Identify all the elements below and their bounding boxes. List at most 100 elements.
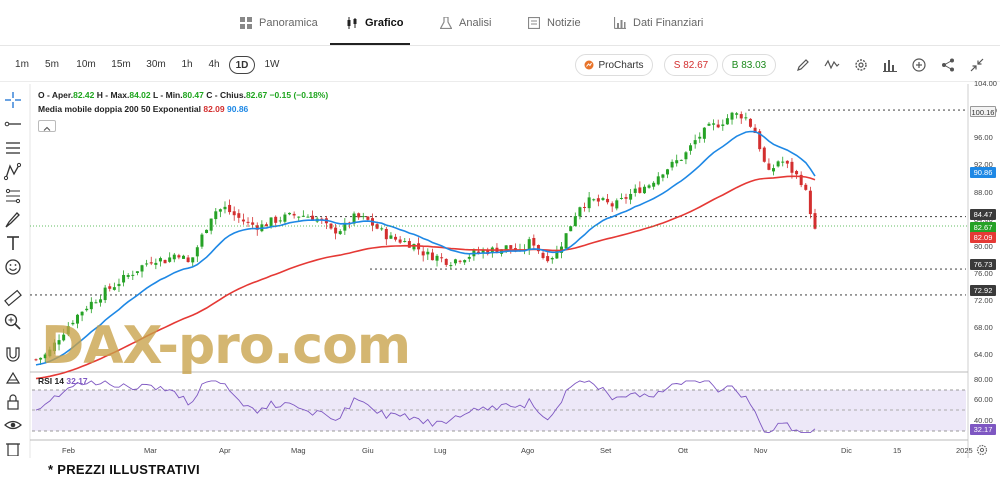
candle-body xyxy=(57,340,61,345)
horizontal-lines-icon[interactable] xyxy=(3,138,23,158)
candle-body xyxy=(527,239,531,251)
open-prefix: O - Aper. xyxy=(38,90,74,100)
timeframe-10m[interactable]: 10m xyxy=(76,59,96,70)
timeframe-4h[interactable]: 4h xyxy=(208,59,220,70)
candle-body xyxy=(536,245,540,252)
collapse-icon[interactable] xyxy=(969,57,985,73)
price-axis-label: 96.00 xyxy=(974,133,993,143)
candle-body xyxy=(168,257,172,262)
candle-body xyxy=(463,260,467,263)
time-axis-label: Dic xyxy=(841,446,852,455)
tab-grafico[interactable]: Grafico xyxy=(346,12,404,34)
rsi-axis-label: 40.00 xyxy=(974,416,993,425)
pencil-icon[interactable] xyxy=(795,57,811,73)
candle-body xyxy=(361,216,365,218)
candle-body xyxy=(550,257,554,260)
magnet-icon[interactable] xyxy=(3,344,23,364)
candle-body xyxy=(435,255,439,261)
candle-body xyxy=(661,174,665,178)
price-axis-label: 104.00 xyxy=(974,79,997,88)
candle-body xyxy=(43,354,47,359)
time-axis-label: Ott xyxy=(678,446,689,455)
candle-body xyxy=(583,206,587,208)
timeframe-1h[interactable]: 1h xyxy=(181,59,193,70)
candle-body xyxy=(145,263,149,265)
add-icon[interactable] xyxy=(911,57,927,73)
candle-body xyxy=(52,342,56,352)
time-axis-label: Apr xyxy=(219,446,231,455)
legend-collapse-button[interactable] xyxy=(38,120,56,132)
candle-body xyxy=(131,274,135,276)
active-tab-indicator xyxy=(330,43,410,45)
tab-label: Grafico xyxy=(365,17,404,29)
candle-body xyxy=(380,228,384,230)
candle-body xyxy=(721,124,725,126)
candle-body xyxy=(785,160,789,164)
candle-body xyxy=(205,229,209,234)
tab-analisi[interactable]: Analisi xyxy=(440,12,491,34)
candle-body xyxy=(209,218,213,231)
emoji-icon[interactable] xyxy=(3,257,23,277)
candle-body xyxy=(804,184,808,190)
candle-body xyxy=(232,211,236,216)
tab-notizie[interactable]: Notizie xyxy=(528,12,581,34)
timeframe-1w[interactable]: 1W xyxy=(264,59,280,70)
candle-body xyxy=(610,203,614,207)
sell-button[interactable]: S 82.67 xyxy=(664,54,718,76)
candle-body xyxy=(647,185,651,188)
candle-body xyxy=(394,236,398,240)
price-axis-label: 68.00 xyxy=(974,323,993,333)
indicators-icon[interactable] xyxy=(824,57,840,73)
ruler-icon[interactable] xyxy=(3,288,23,308)
candle-body xyxy=(375,224,379,229)
eye-icon[interactable] xyxy=(3,415,23,435)
candle-body xyxy=(619,197,623,199)
brush-icon[interactable] xyxy=(3,210,23,230)
candle-body xyxy=(652,182,656,187)
lock-drawing-icon[interactable] xyxy=(3,368,23,388)
trend-line-icon[interactable] xyxy=(3,114,23,134)
share-icon[interactable] xyxy=(940,57,956,73)
ma50-line xyxy=(35,130,816,366)
pattern-icon[interactable] xyxy=(3,162,23,182)
fibonacci-icon[interactable] xyxy=(3,186,23,206)
text-tool-icon[interactable] xyxy=(3,233,23,253)
zoom-icon[interactable] xyxy=(3,312,23,332)
timeframe-30m[interactable]: 30m xyxy=(146,59,166,70)
settings-icon[interactable] xyxy=(976,444,988,456)
open-value: 82.42 xyxy=(73,90,95,100)
candle-body xyxy=(781,161,785,163)
candle-body xyxy=(94,302,98,304)
gear-icon[interactable] xyxy=(853,57,869,73)
candle-body xyxy=(799,174,803,186)
ma50-value: 90.86 xyxy=(227,104,249,114)
bar-chart-icon xyxy=(614,17,626,29)
price-levels xyxy=(30,109,966,296)
close-prefix: C - Chius. xyxy=(206,90,246,100)
candle-body xyxy=(182,255,186,259)
candle-body xyxy=(569,226,573,232)
crosshair-icon[interactable] xyxy=(3,90,23,110)
compare-icon[interactable] xyxy=(882,57,898,73)
candle-body xyxy=(403,240,407,242)
timeframe-1m[interactable]: 1m xyxy=(15,59,29,70)
trash-icon[interactable] xyxy=(3,440,23,456)
candle-body xyxy=(440,257,444,259)
procharts-button[interactable]: ProCharts xyxy=(575,54,653,76)
timeframe-1d[interactable]: 1D xyxy=(229,56,255,74)
lock-icon[interactable] xyxy=(3,392,23,412)
buy-button[interactable]: B 83.03 xyxy=(722,54,776,76)
candle-body xyxy=(274,216,278,223)
time-axis-label: Feb xyxy=(62,446,75,455)
candle-body xyxy=(813,213,817,229)
candle-body xyxy=(366,216,370,220)
tab-dati-finanziari[interactable]: Dati Finanziari xyxy=(614,12,703,34)
tab-panoramica[interactable]: Panoramica xyxy=(240,12,318,34)
timeframe-5m[interactable]: 5m xyxy=(45,59,59,70)
watermark-text: DAX-pro.com xyxy=(41,316,411,376)
candle-body xyxy=(301,215,305,217)
ma-label: Media mobile doppia 200 50 Exponential xyxy=(38,104,201,114)
timeframe-15m[interactable]: 15m xyxy=(111,59,131,70)
